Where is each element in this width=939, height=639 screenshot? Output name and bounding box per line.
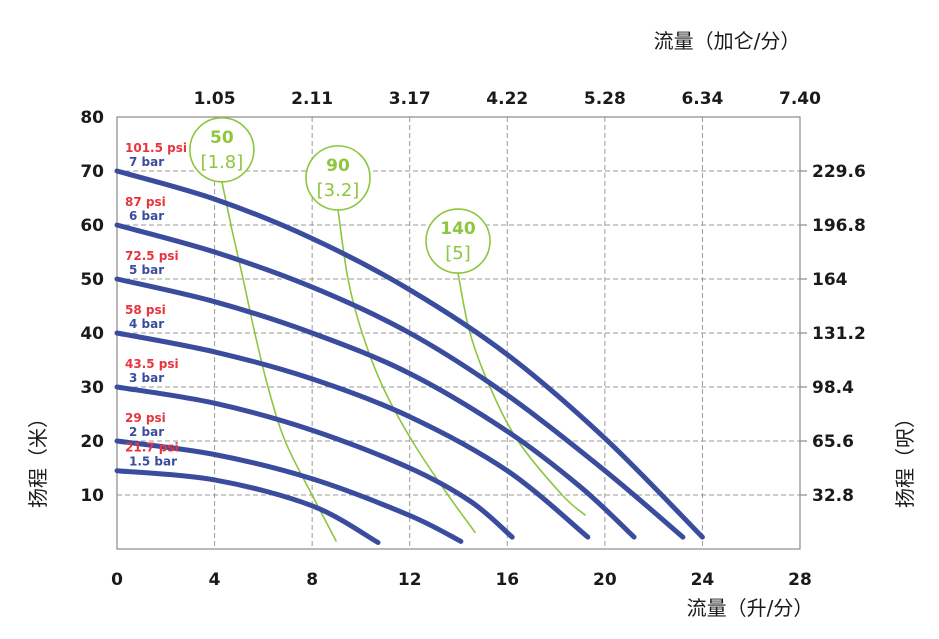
- air-badge-140: 140[5]: [425, 208, 491, 274]
- x-tick-label: 24: [691, 570, 715, 590]
- pressure-curve-7-bar: [114, 168, 705, 540]
- y-tick-label: 60: [80, 216, 104, 236]
- air-badge-value: 50: [210, 128, 234, 148]
- y2-tick-label: 98.4: [812, 378, 854, 398]
- x2-tick-label: 3.17: [389, 89, 431, 109]
- y2-tick-label: 65.6: [812, 432, 854, 452]
- pressure-curves: [114, 168, 705, 545]
- x-tick-label: 4: [209, 570, 221, 590]
- pressure-curve-1-5-bar: [114, 468, 381, 545]
- x-tick-label: 0: [111, 570, 123, 590]
- y-tick-label: 30: [80, 378, 104, 398]
- y-tick-label: 80: [80, 108, 104, 128]
- psi-label-2-bar: 29 psi: [125, 411, 166, 425]
- psi-label-6-bar: 87 psi: [125, 195, 166, 209]
- air-consumption-badges: 50[1.8] 90[3.2]140[5]: [189, 117, 491, 274]
- x2-tick-label: 7.40: [779, 89, 821, 109]
- pressure-curve-2-bar: [114, 438, 464, 544]
- pressure-curve-5-bar: [114, 276, 637, 540]
- pressure-curve-3-bar: [114, 384, 515, 540]
- x-tick-label: 16: [495, 570, 519, 590]
- air-badge-circle: [305, 145, 371, 211]
- air-badge-sublabel: [3.2]: [317, 180, 360, 201]
- y2-tick-label: 196.8: [812, 216, 866, 236]
- bar-label-2-bar: 2 bar: [129, 425, 164, 439]
- y2-tick-label: 164: [812, 270, 848, 290]
- x2-tick-label: 5.28: [584, 89, 626, 109]
- psi-label-5-bar: 72.5 psi: [125, 249, 179, 263]
- air-badge-circle: [189, 117, 255, 183]
- y-axis-title: 扬程（米）: [26, 408, 50, 508]
- x2-axis-title: 流量（加仑/分）: [654, 29, 801, 53]
- air-badge-sublabel: [5]: [445, 243, 471, 264]
- y-tick-label: 70: [80, 162, 104, 182]
- y-tick-label: 50: [80, 270, 104, 290]
- psi-label-7-bar: 101.5 psi: [125, 141, 187, 155]
- air-badge-value: 90: [326, 156, 350, 176]
- bar-label-3-bar: 3 bar: [129, 371, 164, 385]
- y-tick-label: 40: [80, 324, 104, 344]
- air-curve-90: [337, 209, 476, 534]
- bar-label-1-5-bar: 1.5 bar: [129, 455, 177, 469]
- y-tick-label: 20: [80, 432, 104, 452]
- x2-tick-label: 4.22: [486, 89, 528, 109]
- pressure-curve-4-bar: [114, 330, 591, 540]
- bar-label-4-bar: 4 bar: [129, 317, 164, 331]
- air-badge-value: 140: [440, 219, 476, 239]
- pressure-curve-6-bar: [114, 222, 686, 540]
- x2-tick-label: 6.34: [681, 89, 723, 109]
- x-tick-label: 28: [788, 570, 812, 590]
- y2-axis-title: 扬程（呎）: [893, 408, 917, 508]
- x2-tick-label: 2.11: [291, 89, 333, 109]
- x-tick-label: 20: [593, 570, 617, 590]
- psi-label-4-bar: 58 psi: [125, 303, 166, 317]
- y2-tick-label: 229.6: [812, 162, 866, 182]
- air-badge-90: 90 [3.2]: [305, 145, 371, 211]
- psi-label-1-5-bar: 21.7 psi: [125, 441, 179, 455]
- bar-label-6-bar: 6 bar: [129, 209, 164, 223]
- y2-tick-label: 131.2: [812, 324, 866, 344]
- x-axis-title: 流量（升/分）: [687, 596, 814, 620]
- air-badge-circle: [425, 208, 491, 274]
- air-badge-sublabel: [1.8]: [201, 152, 244, 173]
- x-tick-label: 12: [398, 570, 422, 590]
- bar-label-7-bar: 7 bar: [129, 155, 164, 169]
- axis-ticks: 10 20 30 40 50 60 70 80 0 4 8 12 16 20 24 28 1.05 2.11 3.1…: [80, 89, 865, 590]
- air-badge-50: 50 [1.8]: [189, 117, 255, 183]
- y2-tick-label: 32.8: [812, 486, 854, 506]
- psi-label-3-bar: 43.5 psi: [125, 357, 179, 371]
- y-tick-label: 10: [80, 486, 104, 506]
- x-tick-label: 8: [306, 570, 318, 590]
- bar-label-5-bar: 5 bar: [129, 263, 164, 277]
- air-curve-50: [221, 181, 337, 542]
- x2-tick-label: 1.05: [194, 89, 236, 109]
